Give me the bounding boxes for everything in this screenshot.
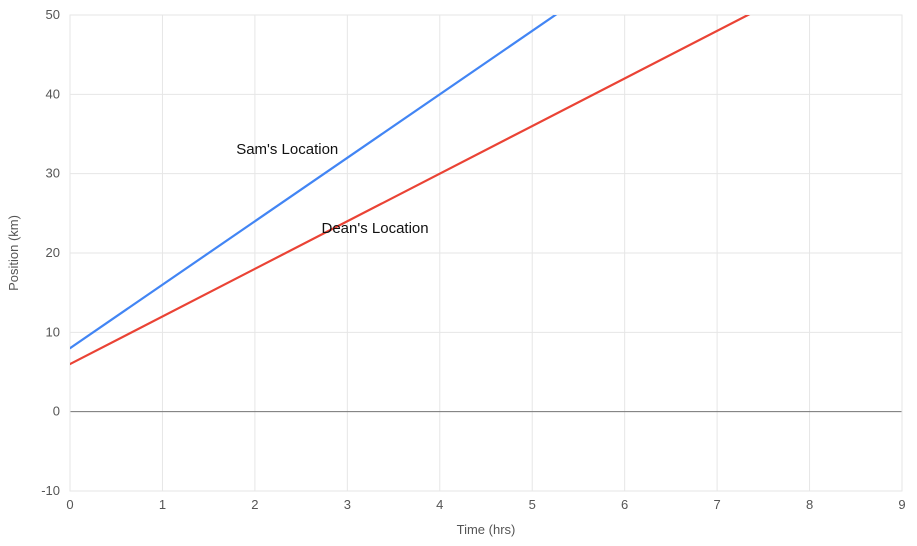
y-tick-label: 20	[46, 245, 60, 260]
y-tick-label: 40	[46, 86, 60, 101]
position-time-chart: Sam's Location Dean's Location 0 1 2 3 4 5 6 7 8 9 -…	[0, 0, 917, 546]
x-tick-label: 8	[806, 497, 813, 512]
x-tick-label: 6	[621, 497, 628, 512]
x-tick-label: 2	[251, 497, 258, 512]
series-annotation-0: Sam's Location	[236, 141, 338, 158]
y-axis-label: Position (km)	[6, 215, 21, 291]
x-tick-label: 7	[713, 497, 720, 512]
y-tick-label: 0	[53, 404, 60, 419]
y-tick-label: 10	[46, 324, 60, 339]
x-axis-label: Time (hrs)	[457, 522, 516, 537]
x-tick-label: 0	[66, 497, 73, 512]
series-annotation-1: Dean's Location	[322, 220, 429, 237]
y-tick-label: 50	[46, 7, 60, 22]
x-tick-label: 1	[159, 497, 166, 512]
y-tick-label: -10	[41, 483, 60, 498]
x-tick-label: 3	[344, 497, 351, 512]
x-tick-label: 9	[898, 497, 905, 512]
x-tick-label: 5	[529, 497, 536, 512]
x-tick-label: 4	[436, 497, 443, 512]
y-tick-label: 30	[46, 166, 60, 181]
